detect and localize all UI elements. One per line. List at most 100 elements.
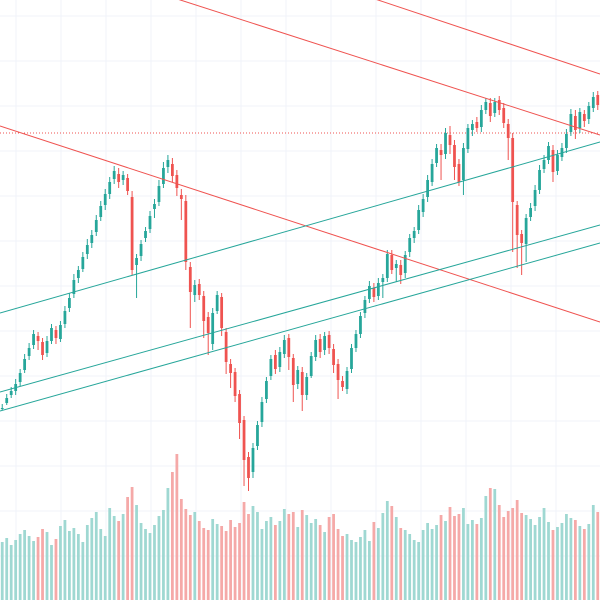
candle — [81, 252, 85, 272]
candle-body — [376, 283, 380, 296]
resistance-trendline[interactable] — [0, 125, 600, 323]
candle-body — [475, 122, 479, 128]
volume-bar — [412, 540, 416, 600]
volume-bar — [99, 529, 103, 600]
volume-bar — [524, 515, 528, 600]
candle-body — [54, 330, 58, 338]
candle — [193, 280, 197, 302]
volume-bar — [502, 517, 506, 600]
candle-body — [0, 408, 4, 409]
volume-bar — [556, 527, 559, 600]
candle — [336, 359, 340, 399]
volume-bar — [314, 519, 318, 600]
candle-body — [157, 186, 161, 202]
volume-bar — [291, 512, 295, 600]
volume-bar — [121, 514, 125, 600]
candle-body — [439, 150, 443, 155]
volume-bar — [171, 472, 174, 600]
candle-body — [300, 372, 304, 395]
candle-body — [453, 145, 456, 167]
candle-body — [462, 148, 465, 180]
candle-body — [135, 258, 138, 265]
volume-bar — [265, 521, 268, 600]
resistance-trendline[interactable] — [0, 0, 600, 75]
candle-body — [45, 341, 49, 353]
support-trendline[interactable] — [0, 224, 600, 393]
volume-bar — [533, 525, 537, 600]
candle — [27, 343, 31, 360]
candle — [582, 110, 586, 127]
candle — [45, 336, 49, 357]
candle — [162, 162, 165, 188]
volume-bar — [336, 529, 340, 600]
candle — [453, 140, 456, 180]
volume-bar — [466, 524, 470, 600]
candle-body — [215, 295, 219, 311]
candle-body — [238, 394, 241, 423]
volume-bar — [184, 509, 188, 600]
volume-bar — [515, 500, 519, 600]
candle — [135, 254, 138, 298]
candle-body — [305, 377, 309, 395]
support-trendline[interactable] — [0, 141, 600, 314]
volume-bar — [417, 542, 421, 600]
candle — [184, 195, 188, 270]
candle — [318, 334, 322, 358]
volume-bar — [309, 523, 313, 600]
volume-bar — [76, 534, 80, 600]
candle-body — [50, 328, 53, 341]
volume-bar — [247, 514, 250, 600]
volume-bar — [23, 530, 27, 600]
candle-body — [493, 102, 497, 113]
candle — [587, 102, 591, 124]
candle-body — [309, 356, 313, 376]
candle-body — [229, 364, 232, 373]
candle-body — [99, 206, 103, 217]
candle — [90, 230, 94, 248]
resistance-trendline[interactable] — [0, 0, 600, 136]
volume-bar — [0, 542, 4, 600]
candle — [287, 334, 291, 370]
candle-body — [36, 336, 40, 341]
support-trendline[interactable] — [0, 242, 600, 412]
candle-body — [497, 100, 501, 110]
candle — [153, 199, 156, 218]
candle-body — [282, 340, 286, 354]
candle-body — [569, 114, 573, 132]
volume-bar — [166, 488, 170, 600]
volume-bar — [103, 536, 107, 600]
candle — [291, 354, 295, 402]
candle — [524, 214, 528, 262]
candle-body — [242, 420, 246, 460]
candle-body — [23, 359, 27, 370]
candle — [229, 359, 232, 388]
volume-bar — [32, 541, 35, 600]
candle-body — [76, 270, 80, 278]
candle — [332, 344, 335, 373]
candle — [327, 331, 331, 354]
volume-bar — [453, 516, 456, 600]
candle-body — [426, 180, 429, 197]
candle — [242, 416, 246, 486]
candle — [108, 177, 112, 199]
candle — [529, 203, 532, 221]
volume-bar — [135, 505, 138, 600]
volume-bar — [448, 507, 452, 600]
candle — [103, 189, 107, 210]
candle-body — [117, 174, 121, 182]
volume-bar — [41, 529, 44, 600]
candle-body — [287, 338, 291, 357]
candle-body — [32, 334, 35, 345]
candle-body — [130, 197, 134, 270]
candle-body — [359, 316, 362, 334]
candle-body — [488, 103, 492, 116]
candle — [5, 394, 9, 405]
volume-bar — [435, 525, 438, 600]
trendlines[interactable] — [0, 0, 600, 412]
candle-body — [354, 334, 358, 348]
candle-body — [318, 339, 322, 352]
volume-bar — [126, 497, 129, 600]
